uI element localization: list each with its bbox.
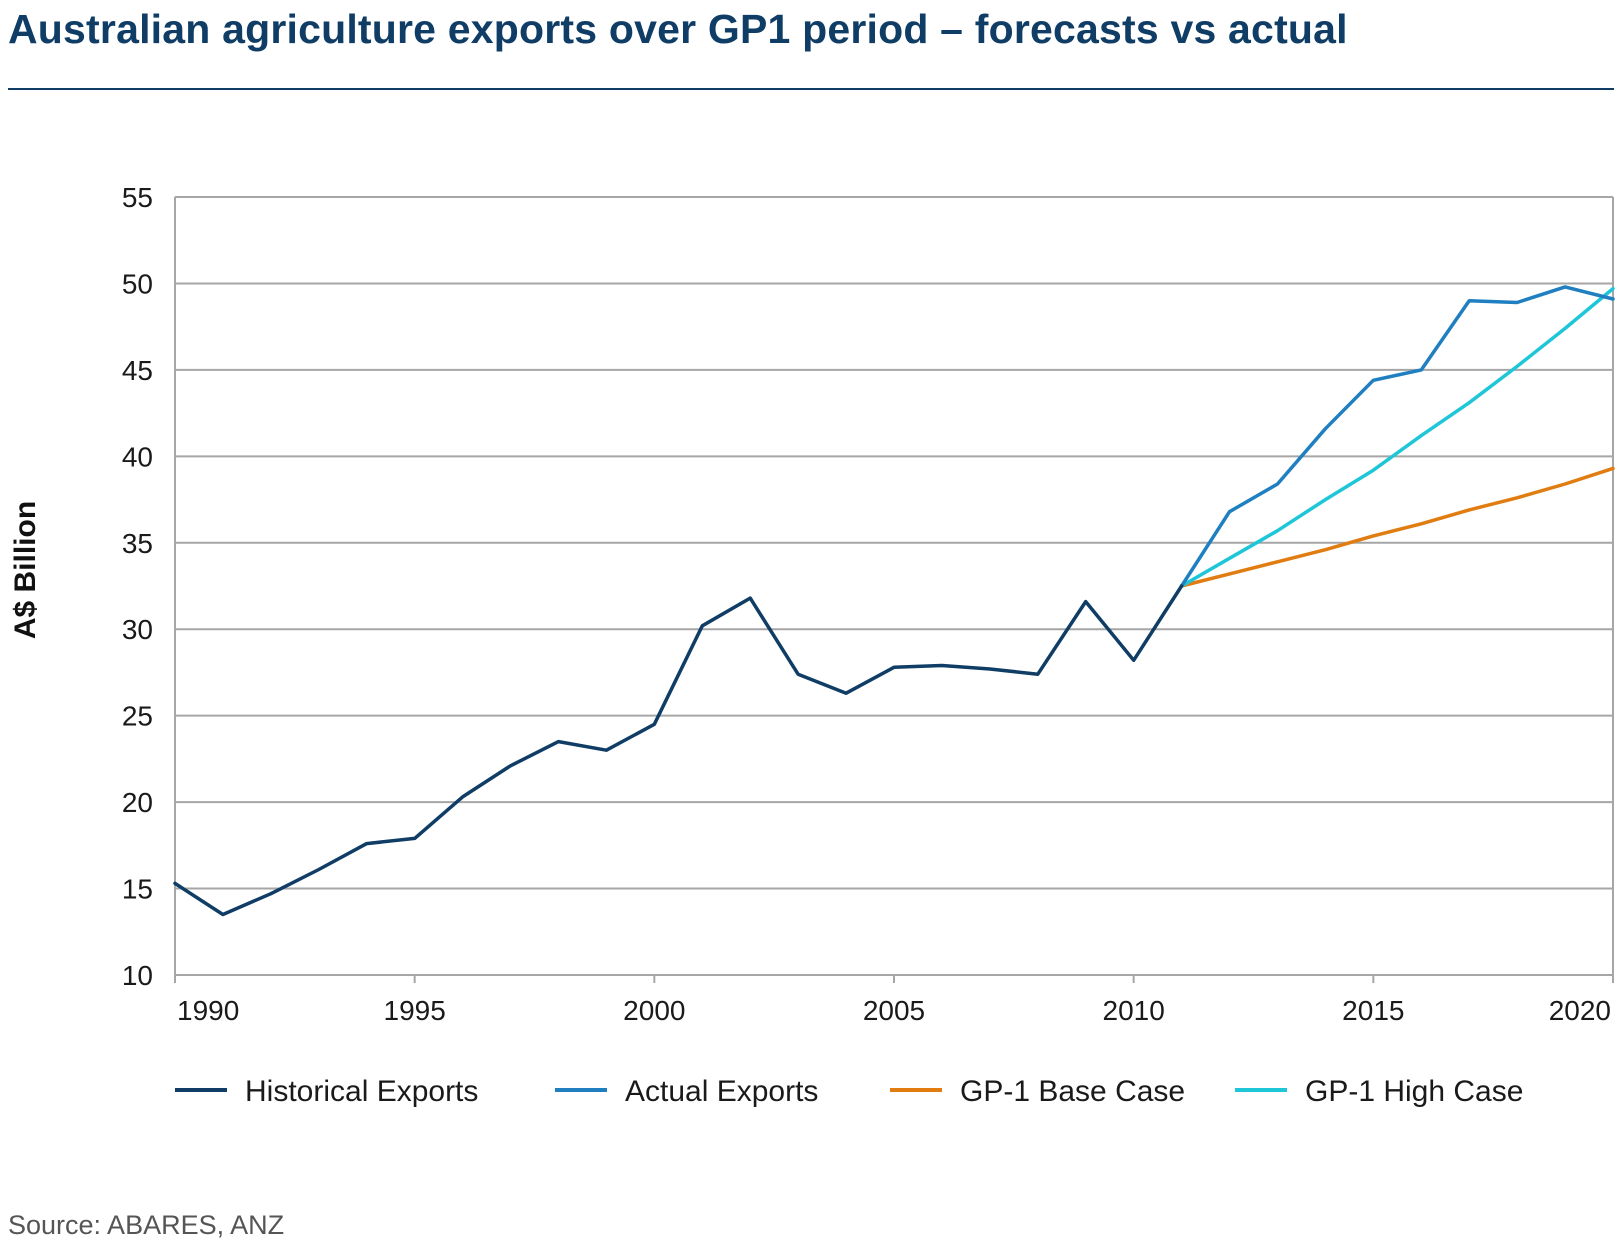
- y-tick-label-50: 50: [122, 268, 153, 299]
- y-tick-label-20: 20: [122, 787, 153, 818]
- x-tick-label-1995: 1995: [384, 995, 446, 1026]
- legend: Historical Exports Actual Exports GP-1 Bas…: [175, 1075, 1523, 1108]
- y-tick-label-30: 30: [122, 614, 153, 645]
- x-tick-label-2010: 2010: [1103, 995, 1165, 1026]
- series-line-actual-exports: [1179, 285, 1615, 588]
- tick-labels: 10 15 20 25 30 35 40 45 50 55 1990 1995 2000 2005 2010…: [122, 182, 1611, 1026]
- legend-label-gp-1-high-case: GP-1 High Case: [1305, 1075, 1523, 1108]
- x-tick-label-2015: 2015: [1342, 995, 1404, 1026]
- series-line-historical-exports: [173, 584, 1184, 917]
- y-tick-label-55: 55: [122, 182, 153, 213]
- series-lines: [173, 285, 1615, 917]
- x-tick-label-2020: 2020: [1549, 995, 1611, 1026]
- y-tick-label-45: 45: [122, 355, 153, 386]
- source-note: Source: ABARES, ANZ: [8, 1210, 285, 1240]
- legend-label-historical-exports: Historical Exports: [245, 1075, 478, 1108]
- y-tick-label-15: 15: [122, 874, 153, 905]
- chart-title: Australian agriculture exports over GP1 …: [8, 6, 1348, 52]
- y-tick-label-40: 40: [122, 441, 153, 472]
- axes: [174, 197, 1614, 983]
- x-tick-label-2005: 2005: [863, 995, 925, 1026]
- series-line-gp-1-high-case: [1179, 286, 1615, 588]
- y-tick-label-25: 25: [122, 701, 153, 732]
- title-divider: [8, 88, 1614, 90]
- legend-label-gp-1-base-case: GP-1 Base Case: [960, 1075, 1185, 1108]
- x-tick-label-2000: 2000: [623, 995, 685, 1026]
- series-line-gp-1-base-case: [1179, 466, 1615, 588]
- y-tick-label-35: 35: [122, 528, 153, 559]
- gridlines: [175, 196, 1613, 976]
- legend-label-actual-exports: Actual Exports: [625, 1075, 818, 1108]
- x-tick-label-1990: 1990: [177, 995, 239, 1026]
- y-axis-label: A$ Billion: [9, 501, 42, 639]
- y-tick-label-10: 10: [122, 960, 153, 991]
